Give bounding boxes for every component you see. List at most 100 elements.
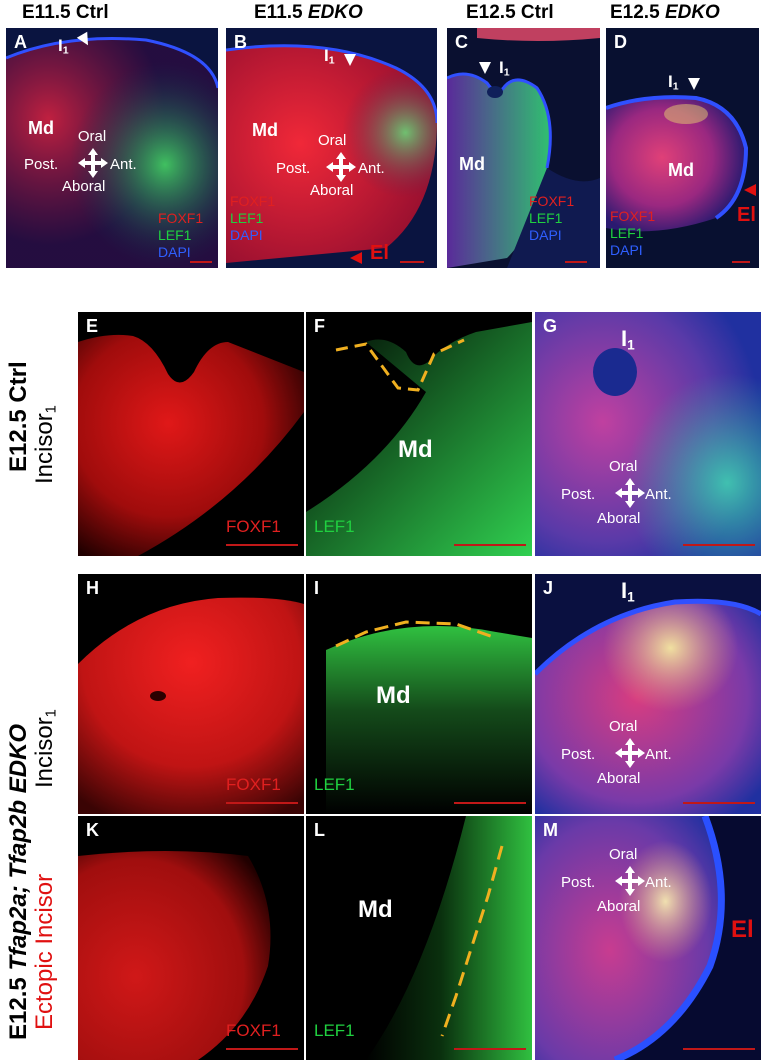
- incisor-label: I1: [621, 578, 635, 604]
- arrowhead-icon: [344, 54, 356, 66]
- panel-b-image: [226, 28, 437, 268]
- column-title-e11-ctrl: E11.5 Ctrl: [22, 2, 109, 23]
- legend: FOXF1 LEF1 DAPI: [158, 210, 203, 261]
- scale-bar: [683, 1048, 755, 1050]
- panel-label-k: K: [86, 820, 99, 840]
- panel-c: C I1 Md FOXF1 LEF1 DAPI: [447, 28, 600, 268]
- channel-lef1: LEF1: [314, 775, 355, 794]
- panel-label-b: B: [234, 32, 247, 52]
- boundary-line: [335, 620, 497, 648]
- title-italic: EDKO: [664, 2, 720, 23]
- panel-i-image: [306, 574, 532, 814]
- arrowhead-icon: [688, 78, 700, 90]
- panel-label-c: C: [455, 32, 468, 52]
- ectopic-arrowhead-icon: [350, 252, 362, 264]
- panel-m: M Oral Post. Ant. Aboral El: [535, 816, 761, 1060]
- ant-label: Ant.: [110, 156, 137, 173]
- column-title-e11-edko: E11.5 EDKO: [254, 2, 363, 24]
- panel-d: D I1 Md El FOXF1 LEF1 DAPI: [606, 28, 759, 268]
- i1-subscript: 1: [627, 589, 635, 605]
- incisor-subscript: 1: [43, 405, 60, 414]
- aboral-label: Aboral: [597, 770, 641, 787]
- legend-lef1: LEF1: [158, 227, 192, 243]
- panel-b: B I1 Md Oral Post. Ant. Aboral FOXF1 LEF…: [226, 28, 437, 268]
- md-label: Md: [28, 118, 54, 138]
- title-prefix: E12.5: [610, 2, 665, 23]
- legend-dapi: DAPI: [610, 242, 643, 258]
- legend: FOXF1 LEF1 DAPI: [529, 193, 574, 244]
- legend-dapi: DAPI: [230, 227, 263, 243]
- ectopic-incisor-label: El: [370, 242, 389, 264]
- panel-g-image: [535, 312, 761, 556]
- legend-lef1: LEF1: [230, 210, 264, 226]
- column-title-e12-edko: E12.5 EDKO: [610, 2, 720, 24]
- row-label-incisor: Incisor1: [31, 709, 65, 788]
- ant-label: Ant.: [645, 874, 672, 891]
- legend-lef1: LEF1: [529, 210, 563, 226]
- scale-bar: [190, 261, 212, 263]
- arrowhead-icon: [479, 62, 491, 74]
- panel-k: K FOXF1: [78, 816, 304, 1060]
- channel-foxf1: FOXF1: [226, 775, 281, 794]
- compass-icon: [615, 478, 645, 508]
- i1-subscript: 1: [503, 66, 510, 79]
- panel-k-image: [78, 816, 304, 1060]
- boundary-line: [440, 845, 504, 1037]
- panel-label-a: A: [14, 32, 27, 52]
- compass-icon: [615, 866, 645, 896]
- row-label-incisor-edko: Incisor1: [31, 709, 65, 788]
- scale-bar: [226, 544, 298, 546]
- compass-icon: [78, 148, 108, 178]
- panel-a-image: [6, 28, 218, 268]
- channel-foxf1: FOXF1: [226, 517, 281, 536]
- incisor-label: I1: [668, 72, 679, 93]
- scale-bar: [400, 261, 424, 263]
- panel-c-image: [447, 28, 600, 268]
- i1-subscript: 1: [328, 54, 335, 67]
- panel-f-image: [306, 312, 532, 556]
- channel-foxf1: FOXF1: [226, 1021, 281, 1040]
- scale-bar: [683, 544, 755, 546]
- title-prefix: E11.5: [254, 2, 308, 23]
- panel-label-g: G: [543, 316, 558, 336]
- row-label-incisor: Incisor1: [31, 405, 65, 484]
- post-label: Post.: [561, 486, 596, 503]
- scale-bar: [732, 261, 750, 263]
- oral-label: Oral: [609, 718, 638, 735]
- ant-label: Ant.: [645, 746, 672, 763]
- scale-bar: [226, 1048, 298, 1050]
- i1-text: I: [621, 578, 628, 603]
- panel-f: F Md LEF1: [306, 312, 532, 556]
- row-label-edko-main: E12.5 Tfap2a; Tfap2b EDKO: [5, 724, 32, 1040]
- panel-i: I Md LEF1: [306, 574, 532, 814]
- column-title-e12-ctrl: E12.5 Ctrl: [466, 2, 554, 23]
- legend: FOXF1 LEF1 DAPI: [610, 208, 655, 259]
- md-label: Md: [358, 896, 393, 923]
- legend: FOXF1 LEF1 DAPI: [230, 193, 275, 244]
- incisor-subscript: 1: [43, 709, 60, 718]
- i1-text: I: [499, 58, 504, 77]
- post-label: Post.: [276, 160, 311, 177]
- oral-label: Oral: [318, 132, 347, 149]
- panel-h-image: [78, 574, 304, 814]
- row-label-ctrl: E12.5 Ctrl: [5, 361, 32, 472]
- md-label: Md: [398, 436, 433, 463]
- row-label-ctrl-main: E12.5 Ctrl: [5, 361, 32, 472]
- panel-label-d: D: [614, 32, 627, 52]
- scale-bar: [454, 1048, 526, 1050]
- scale-bar: [683, 802, 755, 804]
- panel-label-j: J: [543, 578, 554, 598]
- panel-h: H FOXF1: [78, 574, 304, 814]
- panel-label-h: H: [86, 578, 99, 598]
- edko-prefix: E12.5: [5, 970, 32, 1040]
- panel-j-image: [535, 574, 761, 814]
- scale-bar: [565, 261, 587, 263]
- panel-label-f: F: [314, 316, 325, 336]
- panel-j: J I1 Oral Post. Ant. Aboral: [535, 574, 761, 814]
- md-label: Md: [376, 682, 411, 709]
- incisor-label: I1: [58, 36, 69, 57]
- legend-foxf1: FOXF1: [230, 193, 276, 209]
- oral-label: Oral: [609, 846, 638, 863]
- md-label: Md: [668, 160, 694, 180]
- aboral-label: Aboral: [597, 510, 641, 527]
